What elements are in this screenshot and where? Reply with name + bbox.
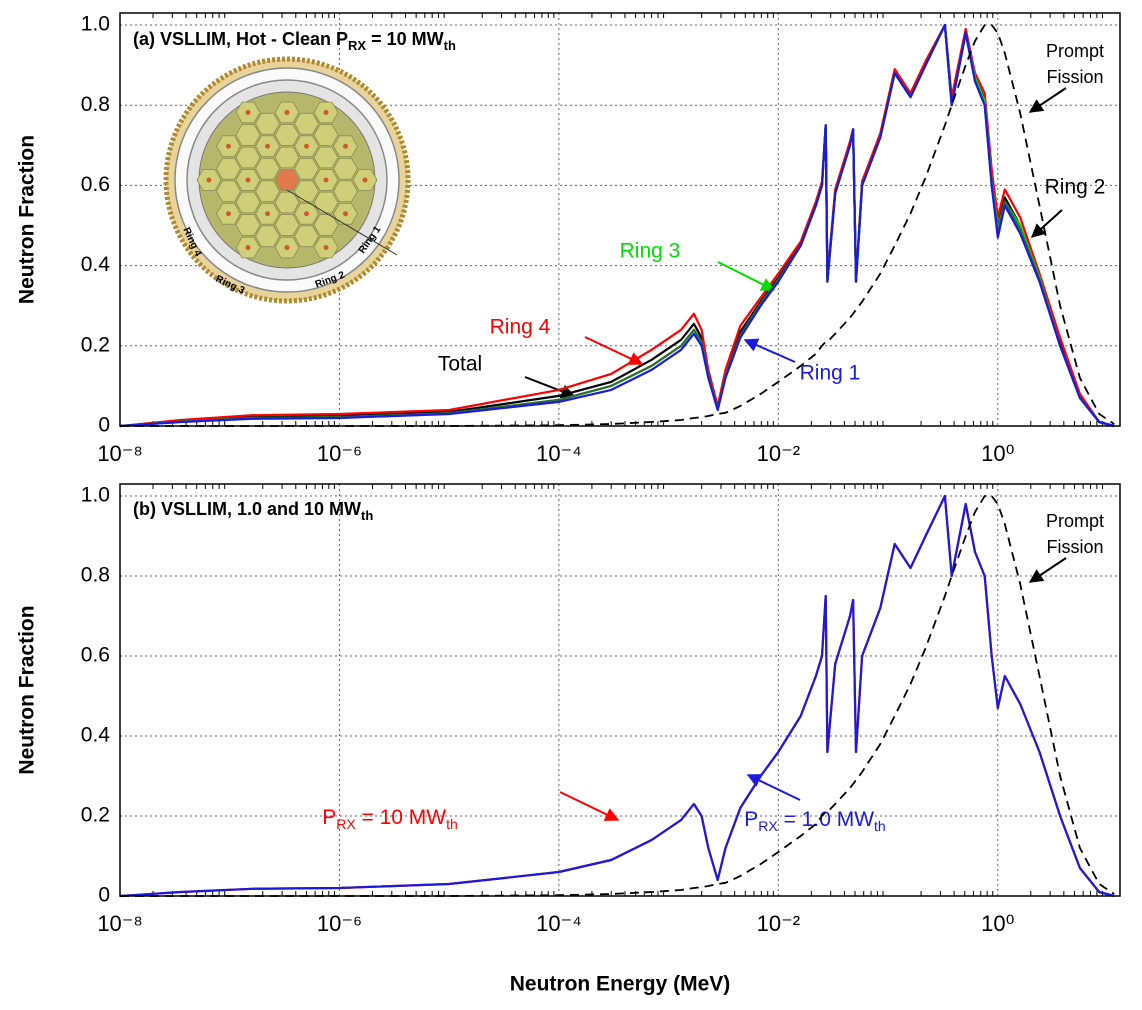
y-tick-label: 0 <box>98 414 110 437</box>
inset-rod <box>207 178 212 183</box>
inset-rod <box>363 178 368 183</box>
y-axis-label: Neutron Fraction <box>16 605 39 774</box>
series-label-part: = 10 MW <box>356 806 447 829</box>
series-label: Ring 2 <box>1045 176 1106 199</box>
chart: 0 0.2 0.4 0.6 0.8 1.0 10⁻⁸ 10⁻⁶ 10⁻⁴ 10⁻² 10⁰ Ring … <box>0 0 1142 1010</box>
panel-title-part: (a) VSLLIM, Hot - Clean P <box>133 29 348 49</box>
y-tick-label: 0.4 <box>81 253 111 276</box>
inset-rod <box>246 110 251 115</box>
inset-rod <box>285 245 290 250</box>
annotation: Fission <box>1046 537 1103 557</box>
inset-rod <box>304 144 309 149</box>
x-tick-label: 10⁻⁶ <box>317 441 362 466</box>
inset-rod <box>246 178 251 183</box>
y-tick-label: 1.0 <box>81 484 110 507</box>
series-label-part: RX <box>758 818 778 834</box>
y-tick-label: 0.2 <box>81 333 110 356</box>
inset-rod <box>226 211 231 216</box>
panel-title-part: (b) VSLLIM, 1.0 and 10 MW <box>133 499 361 519</box>
inset-rod <box>343 144 348 149</box>
panel-title-part: th <box>444 38 456 53</box>
series-label-part: = 1.0 MW <box>778 808 874 831</box>
x-tick-label: 10⁻⁴ <box>536 441 582 466</box>
inset-rod <box>265 211 270 216</box>
series-label: Ring 3 <box>620 240 681 263</box>
x-tick-label: 10⁻⁸ <box>97 441 142 466</box>
y-tick-label: 0.4 <box>81 724 111 747</box>
y-tick-label: 0.6 <box>81 644 110 667</box>
inset-rod <box>246 245 251 250</box>
series-label-part: th <box>874 818 886 834</box>
y-tick-label: 0 <box>98 884 110 907</box>
series-label: Ring 4 <box>490 316 551 339</box>
plot-background <box>120 484 1120 896</box>
x-tick-label: 10⁻⁶ <box>317 911 362 936</box>
annotation: Prompt <box>1046 41 1104 61</box>
panel-title-part: th <box>361 508 373 523</box>
annotation: Prompt <box>1046 511 1104 531</box>
y-tick-label: 0.6 <box>81 173 110 196</box>
annotation: Fission <box>1046 67 1103 87</box>
series-label: Total <box>438 353 482 376</box>
x-tick-label: 10⁻⁸ <box>97 911 142 936</box>
panel-title-part: = 10 MW <box>366 29 444 49</box>
x-tick-label: 10⁰ <box>981 911 1014 936</box>
series-label-part: P <box>322 806 336 829</box>
inset-rod <box>343 211 348 216</box>
inset-rod <box>324 110 329 115</box>
x-tick-label: 10⁻² <box>757 911 800 936</box>
inset-rod <box>304 211 309 216</box>
series-label: Ring 1 <box>800 362 861 385</box>
inset-rod <box>265 144 270 149</box>
inset-rod <box>226 144 231 149</box>
page: 0 0.2 0.4 0.6 0.8 1.0 10⁻⁸ 10⁻⁶ 10⁻⁴ 10⁻² 10⁰ Ring … <box>0 0 1142 1010</box>
inset-rod <box>324 245 329 250</box>
x-tick-label: 10⁻⁴ <box>536 911 582 936</box>
inset-rod <box>324 178 329 183</box>
panel-title-part: RX <box>348 38 366 53</box>
x-tick-label: 10⁻² <box>757 441 800 466</box>
series-label-part: th <box>446 816 458 832</box>
y-tick-label: 0.8 <box>81 564 110 587</box>
y-axis-label: Neutron Fraction <box>16 135 39 304</box>
x-tick-label: 10⁰ <box>981 441 1014 466</box>
inset-rod <box>285 110 290 115</box>
y-tick-label: 0.8 <box>81 93 110 116</box>
series-label-part: P <box>744 808 758 831</box>
y-tick-label: 0.2 <box>81 804 110 827</box>
series-label-part: RX <box>336 816 356 832</box>
y-tick-label: 1.0 <box>81 13 110 36</box>
x-axis-label: Neutron Energy (MeV) <box>510 973 731 996</box>
